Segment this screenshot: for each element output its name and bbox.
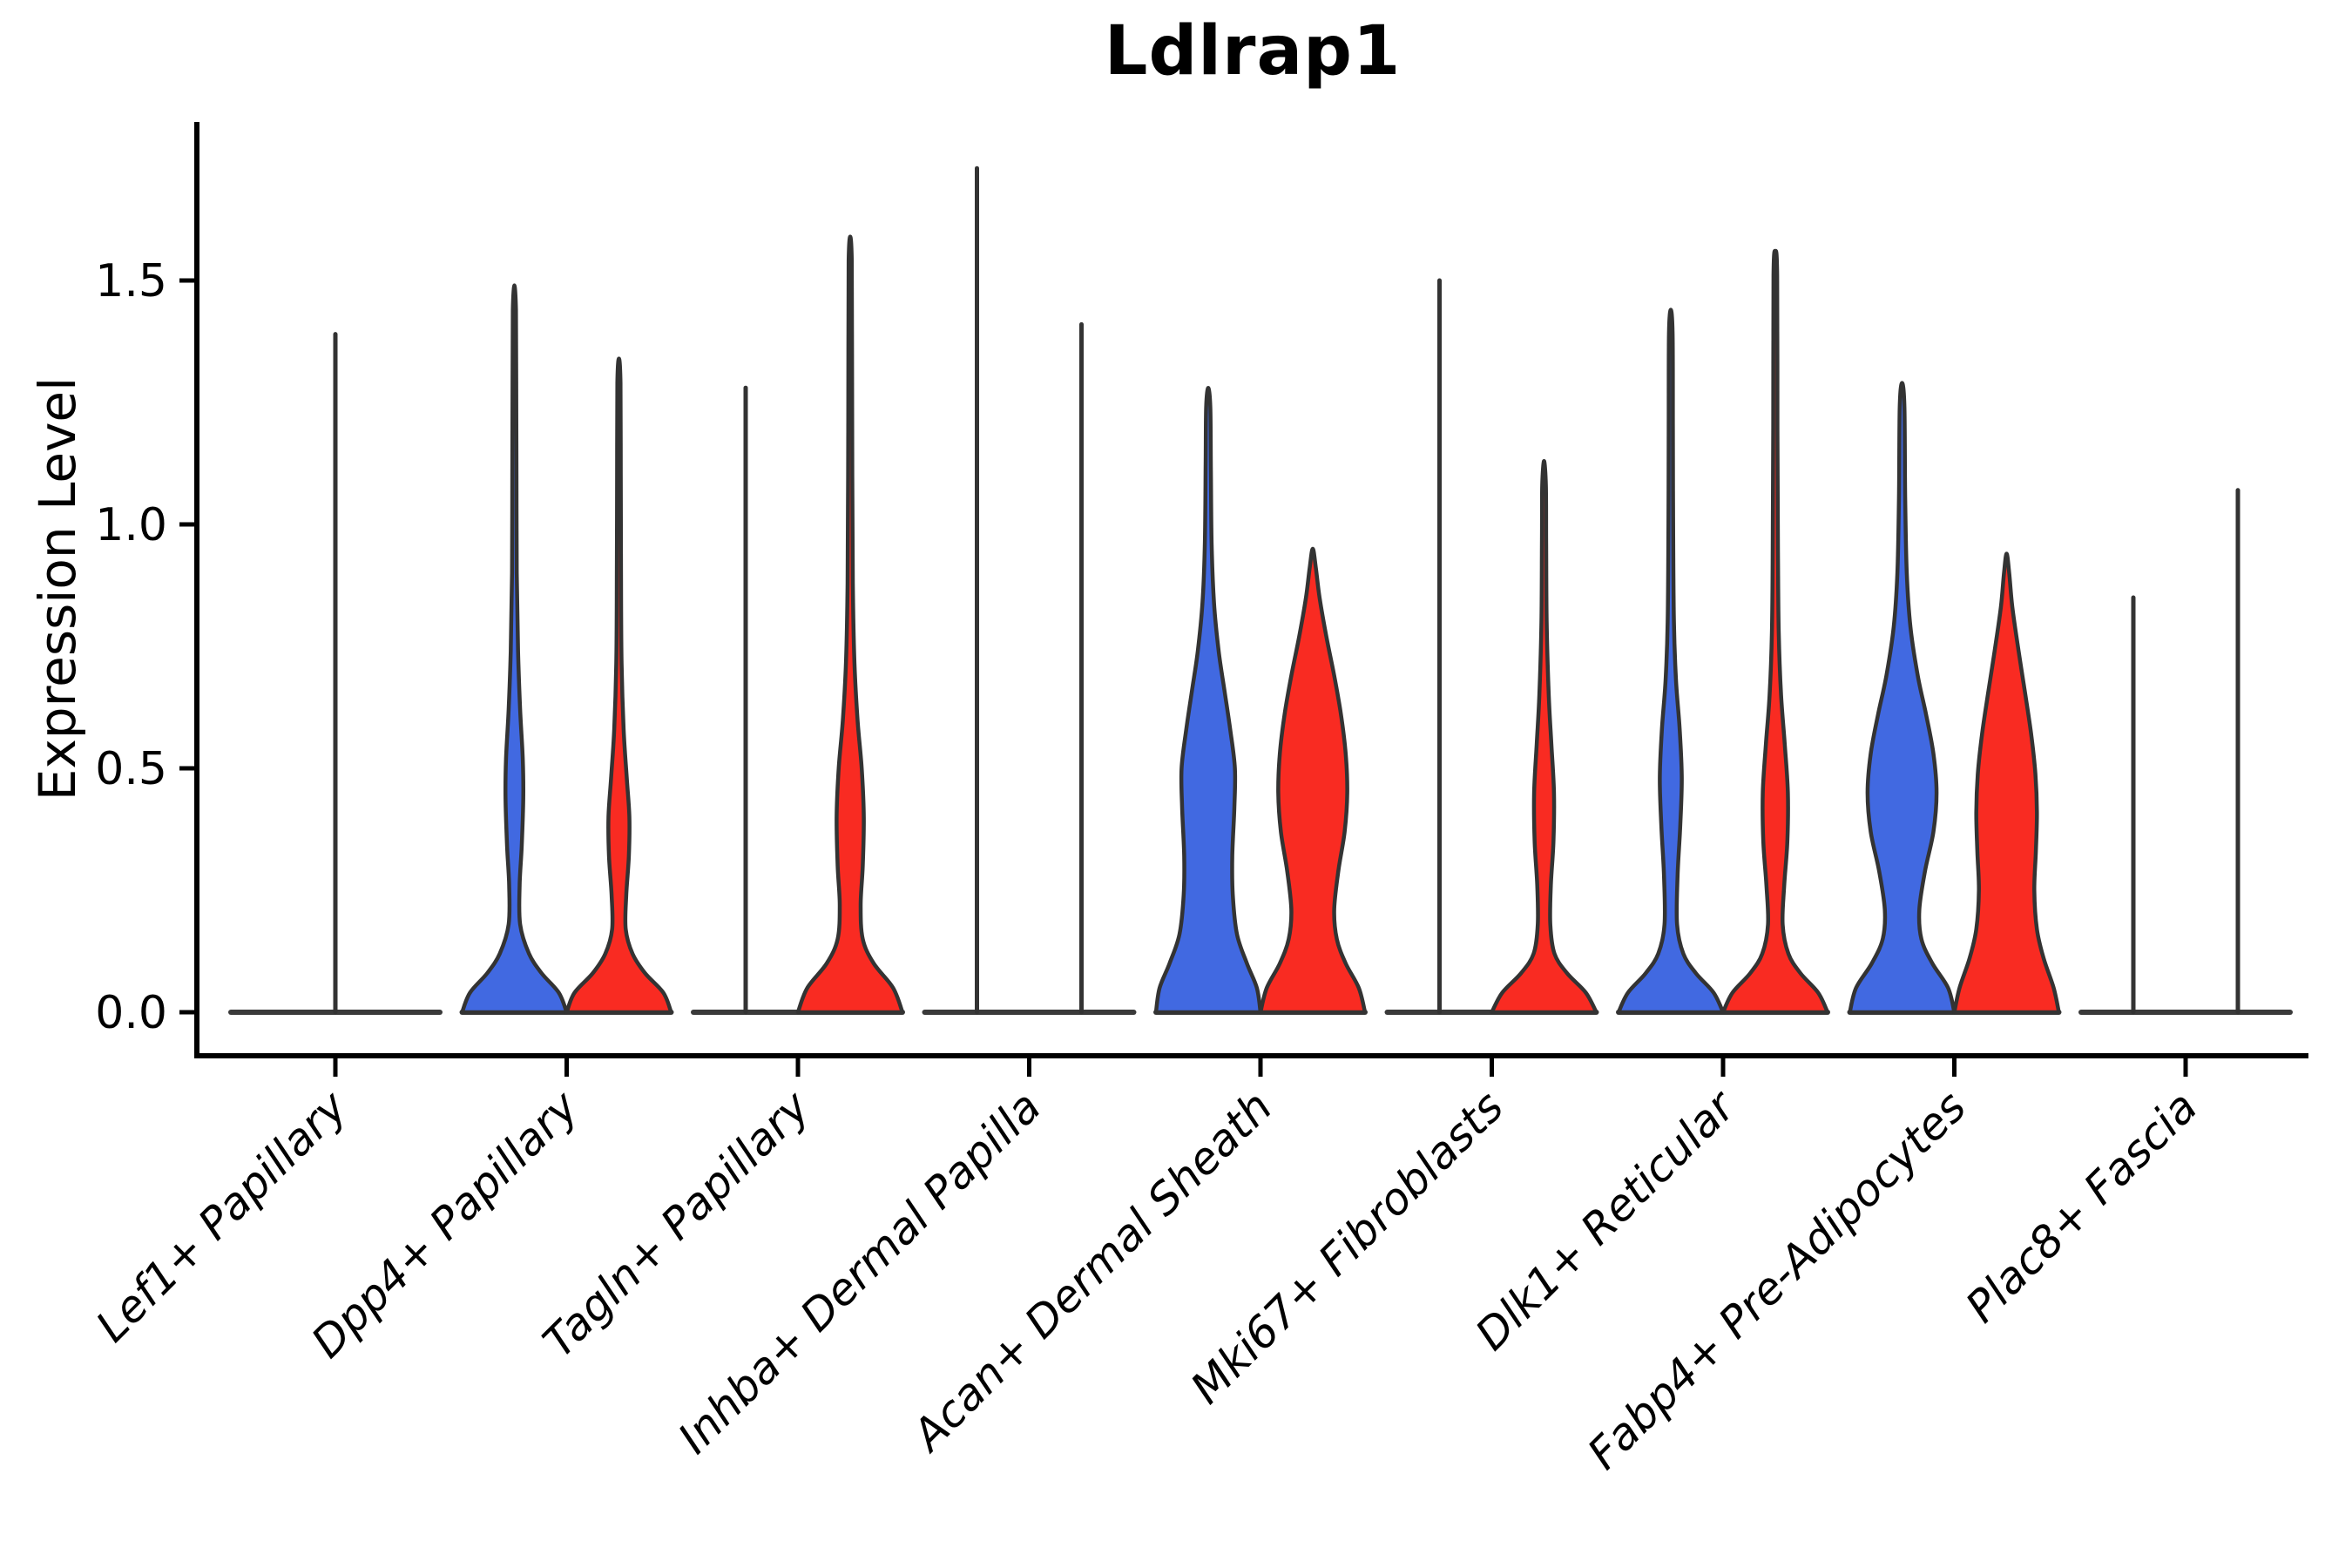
violin-body-blue — [1616, 308, 1726, 1015]
violin-body-red — [564, 356, 673, 1015]
violin-body-red — [1258, 546, 1368, 1015]
violin-body-blue — [1153, 385, 1263, 1015]
y-tick-label: 1.5 — [95, 255, 167, 308]
violin-body-red — [1952, 551, 2061, 1015]
x-category-label: Lef1+ Papillary — [86, 1080, 357, 1351]
violin-body-red — [795, 234, 905, 1015]
violin-body-red — [1720, 248, 1830, 1015]
y-axis-label: Expression Level — [28, 376, 87, 801]
y-tick-label: 1.0 — [95, 499, 167, 551]
violin-body-blue — [1848, 381, 1957, 1015]
x-category-label: Fabp4+ Pre-Adipocytes — [1578, 1081, 1976, 1479]
x-category-label: Plac8+ Fascia — [1957, 1081, 2207, 1332]
violin-body-blue — [460, 283, 569, 1015]
y-tick-label: 0.5 — [95, 743, 167, 795]
violin-body-red — [1490, 458, 1598, 1015]
plot-title: Ldlrap1 — [1104, 12, 1402, 91]
y-tick-label: 0.0 — [95, 987, 167, 1039]
